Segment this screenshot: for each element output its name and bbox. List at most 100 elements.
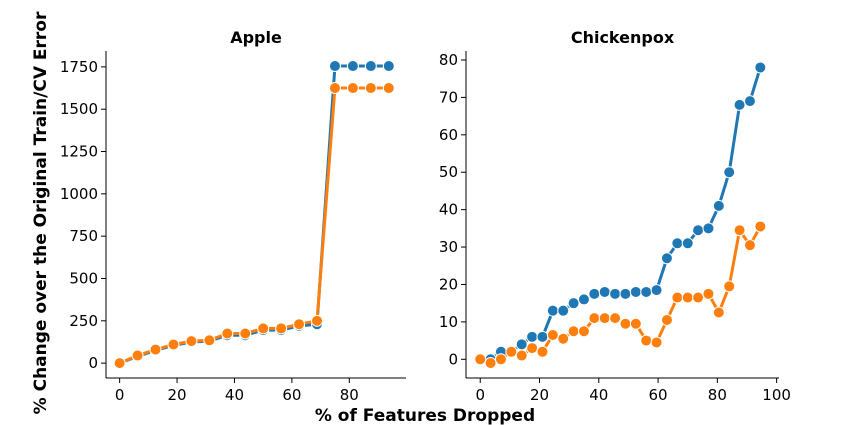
- y-tick-label: 70: [439, 88, 458, 106]
- data-point: [754, 61, 767, 74]
- data-point: [557, 332, 570, 345]
- data-point: [640, 334, 653, 347]
- y-tick-label: 0: [88, 354, 98, 372]
- data-point: [681, 291, 694, 304]
- y-tick-label: 10: [439, 313, 458, 331]
- data-point: [239, 327, 252, 340]
- data-point: [536, 345, 549, 358]
- data-point: [712, 306, 725, 319]
- data-point: [681, 237, 694, 250]
- y-tick-label: 0: [448, 350, 458, 368]
- chart-panel-1: Apple 0 20 40 60 80 0 250 500 750 1000 1250 1500 1750: [60, 28, 406, 404]
- data-point: [328, 82, 341, 95]
- data-point: [577, 293, 590, 306]
- y-tick-label: 30: [439, 238, 458, 256]
- data-point: [149, 343, 162, 356]
- series-1: [113, 60, 395, 370]
- data-point: [619, 287, 632, 300]
- x-tick-label: 100: [762, 386, 791, 404]
- data-point: [588, 312, 601, 325]
- data-point: [671, 291, 684, 304]
- data-point: [293, 318, 306, 331]
- data-point: [743, 95, 756, 108]
- x-tick-label: 0: [115, 386, 125, 404]
- x-tick-label: 20: [530, 386, 549, 404]
- data-point: [546, 328, 559, 341]
- data-point: [328, 60, 341, 73]
- series-1: [474, 61, 767, 366]
- data-point: [382, 60, 395, 73]
- panel-title: Chickenpox: [571, 28, 675, 47]
- y-tick-label: 250: [69, 312, 98, 330]
- data-point: [474, 353, 487, 366]
- data-point: [629, 317, 642, 330]
- data-point: [640, 285, 653, 298]
- data-point: [567, 297, 580, 310]
- data-point: [660, 314, 673, 327]
- data-point: [733, 224, 746, 237]
- data-point: [692, 224, 705, 237]
- data-point: [113, 357, 126, 370]
- data-point: [588, 287, 601, 300]
- data-point: [505, 345, 518, 358]
- data-point: [221, 327, 234, 340]
- y-tick-label: 500: [69, 269, 98, 287]
- x-tick-label: 80: [708, 386, 727, 404]
- y-tick-label: 40: [439, 201, 458, 219]
- data-point: [346, 60, 359, 73]
- y-tick-label: 1250: [60, 143, 98, 161]
- y-tick-label: 1750: [60, 58, 98, 76]
- data-point: [702, 287, 715, 300]
- data-point: [650, 284, 663, 297]
- series-line: [119, 64, 389, 365]
- y-axis-title: % Change over the Original Train/CV Erro…: [31, 11, 51, 414]
- data-point: [364, 82, 377, 95]
- data-point: [546, 304, 559, 317]
- data-point: [311, 314, 324, 327]
- data-point: [723, 166, 736, 179]
- data-point: [557, 304, 570, 317]
- data-point: [203, 334, 216, 347]
- data-point: [577, 325, 590, 338]
- data-point: [484, 357, 497, 370]
- data-point: [131, 349, 144, 362]
- data-point: [629, 285, 642, 298]
- data-point: [382, 82, 395, 95]
- y-tick-label: 60: [439, 126, 458, 144]
- data-point: [167, 338, 180, 351]
- series-2: [474, 220, 767, 370]
- series-2: [113, 82, 395, 370]
- x-axis-title: % of Features Dropped: [315, 406, 535, 425]
- data-point: [515, 338, 528, 351]
- data-point: [185, 335, 198, 348]
- data-point: [257, 322, 270, 335]
- data-point: [526, 330, 539, 343]
- data-point: [692, 291, 705, 304]
- y-tick-label: 750: [69, 227, 98, 245]
- data-point: [619, 317, 632, 330]
- y-tick-label: 1000: [60, 185, 98, 203]
- data-point: [526, 342, 539, 355]
- data-point: [650, 336, 663, 349]
- x-tick-label: 80: [340, 386, 359, 404]
- y-tick-label: 80: [439, 51, 458, 69]
- x-tick-label: 60: [649, 386, 668, 404]
- x-tick-label: 0: [475, 386, 485, 404]
- data-point: [609, 287, 622, 300]
- y-tick-label: 50: [439, 163, 458, 181]
- y-tick-label: 20: [439, 275, 458, 293]
- data-point: [364, 60, 377, 73]
- y-tick-label: 1500: [60, 100, 98, 118]
- x-tick-label: 40: [589, 386, 608, 404]
- x-tick-label: 60: [282, 386, 301, 404]
- data-point: [733, 98, 746, 111]
- data-point: [723, 280, 736, 293]
- data-point: [671, 237, 684, 250]
- chart-panel-2: Chickenpox 0 20 40 60 80 100 0 10 20 30 40 50 60 70 80: [439, 28, 791, 404]
- data-point: [567, 325, 580, 338]
- data-point: [598, 312, 611, 325]
- data-point: [346, 82, 359, 95]
- series-line: [119, 86, 389, 365]
